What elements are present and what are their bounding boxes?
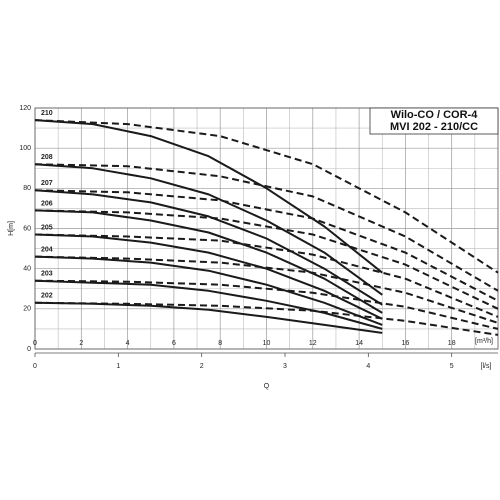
x2-tick-label: 0 xyxy=(33,363,37,370)
dashed-curve xyxy=(34,233,499,318)
x2-tick-label: 1 xyxy=(116,363,120,370)
solid-curve xyxy=(34,233,383,320)
curve-label: 207 xyxy=(41,180,53,187)
x-tick-label: 4 xyxy=(126,340,130,347)
curve-label: 206 xyxy=(41,200,53,207)
x2-tick-label: 3 xyxy=(283,363,287,370)
x2-axis-label: Q xyxy=(264,383,270,390)
y-tick-label: 20 xyxy=(23,306,31,313)
x2-tick-label: 5 xyxy=(450,363,454,370)
curve-label: 203 xyxy=(41,271,53,278)
dashed-curve xyxy=(34,255,499,324)
y-tick-label: 60 xyxy=(23,225,31,232)
x-tick-label: 2 xyxy=(79,340,83,347)
solid-curve xyxy=(34,189,383,306)
y-tick-label: 0 xyxy=(27,346,31,353)
x-tick-label: 12 xyxy=(309,340,317,347)
y-tick-label: 100 xyxy=(19,145,31,152)
x2-unit-label: [l/s] xyxy=(481,363,492,370)
x-tick-label: 14 xyxy=(355,340,363,347)
dashed-curve xyxy=(34,301,499,336)
x-tick-label: 6 xyxy=(172,340,176,347)
x2-tick-label: 2 xyxy=(200,363,204,370)
chart-subtitle: MVI 202 - 210/CC xyxy=(390,121,478,133)
chart-title: Wilo-CO / COR-4 xyxy=(391,109,479,121)
plot-frame xyxy=(34,107,499,350)
dashed-curve xyxy=(34,163,499,292)
dashed-curve xyxy=(34,119,499,274)
x-tick-label: 18 xyxy=(448,340,456,347)
title-box xyxy=(369,107,499,135)
y-axis-label: H[m] xyxy=(8,221,15,236)
curve-label: 210 xyxy=(41,110,53,117)
dashed-curve xyxy=(34,189,499,302)
x-tick-label: 0 xyxy=(33,340,37,347)
y-tick-label: 80 xyxy=(23,185,31,192)
x2-tick-label: 4 xyxy=(366,363,370,370)
curve-label: 202 xyxy=(41,293,53,300)
dashed-curve xyxy=(34,209,499,310)
solid-curve xyxy=(34,301,383,334)
solid-curve xyxy=(34,163,383,296)
x-unit-label: [m³/h] xyxy=(475,338,493,345)
curve-label: 204 xyxy=(41,246,53,253)
dashed-curve xyxy=(34,279,499,330)
curve-label: 208 xyxy=(41,154,53,161)
x-tick-label: 16 xyxy=(402,340,410,347)
y-tick-label: 120 xyxy=(19,105,31,112)
solid-curve xyxy=(34,119,383,274)
x-tick-label: 10 xyxy=(263,340,271,347)
curve-label: 205 xyxy=(41,224,53,231)
y-tick-label: 40 xyxy=(23,266,31,273)
x-tick-label: 8 xyxy=(218,340,222,347)
